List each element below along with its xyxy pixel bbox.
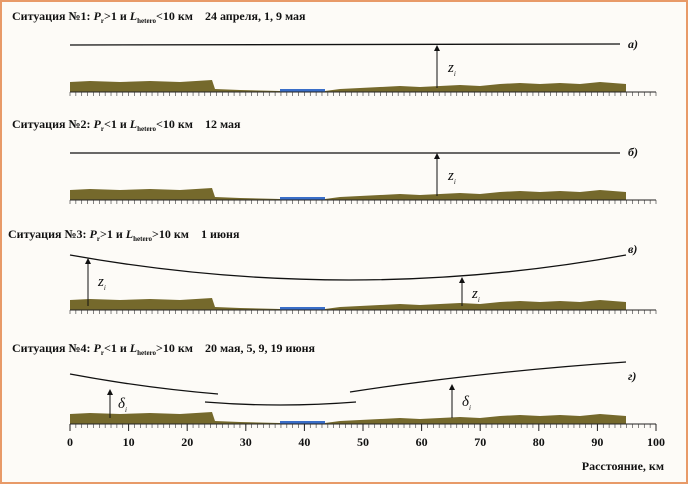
marker-symbol: z (97, 274, 104, 290)
title-part: r (101, 349, 104, 357)
title-part: r (97, 235, 100, 243)
title-part: Ситуация №3: (8, 227, 87, 241)
title-part: hetero (137, 125, 156, 133)
title-part: P (94, 341, 102, 355)
title-part: P (90, 227, 98, 241)
panel: Ситуация №2: Pr<1 и Lhetero<10 км 12 мая б… (12, 117, 657, 204)
marker-symbol: z (471, 286, 478, 302)
title-part: <1 и (104, 117, 127, 131)
tick-label: 100 (647, 435, 665, 449)
title-part: P (94, 117, 102, 131)
marker-symbol: δ (462, 394, 470, 410)
panel-title: Ситуация №1: Pr>1 и Lhetero<10 км 24 апре… (12, 9, 306, 25)
panel-title: Ситуация №4: Pr<1 и Lhetero>10 км 20 мая,… (12, 341, 316, 357)
profile-line (69, 254, 627, 281)
marker-label: zi (447, 168, 456, 186)
tick-label: 0 (67, 435, 73, 449)
tick-label: 50 (357, 435, 369, 449)
title-part: Ситуация №2: (12, 117, 91, 131)
profile-line (69, 43, 621, 46)
title-part: Ситуация №4: (12, 341, 91, 355)
panel: Ситуация №4: Pr<1 и Lhetero>10 км 20 мая,… (12, 341, 657, 428)
title-part: >10 км (156, 341, 193, 355)
tick-label: 90 (591, 435, 603, 449)
title-part: 1 июня (201, 227, 240, 241)
panel-letter: в) (628, 242, 637, 256)
title-part: <1 и (104, 341, 127, 355)
title-part: 12 мая (205, 117, 241, 131)
title-part: 20 мая, 5, 9, 19 июня (205, 341, 316, 355)
panel-letter: б) (628, 145, 638, 159)
title-part: >1 и (100, 227, 123, 241)
title-part: L (125, 227, 133, 241)
marker-sub: i (104, 284, 106, 292)
panel-letter: г) (628, 369, 636, 383)
tick-label: 70 (474, 435, 486, 449)
marker-symbol: δ (118, 396, 126, 412)
marker-sub: i (478, 296, 480, 304)
marker-sub: i (454, 178, 456, 186)
title-part: 24 апреля, 1, 9 мая (205, 9, 306, 23)
title-part: hetero (137, 17, 156, 25)
title-part: Ситуация №1: (12, 9, 91, 23)
panel-letter: а) (628, 37, 638, 51)
title-part: r (101, 125, 104, 133)
tick-label: 60 (416, 435, 428, 449)
marker-symbol: z (447, 168, 454, 184)
profile-line (69, 361, 627, 406)
axis-title: Расстояние, км (582, 459, 664, 473)
marker-sub: i (469, 404, 471, 412)
title-part: <10 км (156, 9, 193, 23)
title-part: >10 км (152, 227, 189, 241)
panel-title: Ситуация №3: Pr>1 и Lhetero>10 км 1 июня (8, 227, 240, 243)
title-part: L (129, 341, 137, 355)
title-part: P (94, 9, 102, 23)
marker-symbol: z (447, 60, 454, 76)
title-part: L (129, 9, 137, 23)
panel: Ситуация №1: Pr>1 и Lhetero<10 км 24 апре… (12, 9, 657, 96)
title-part: hetero (137, 349, 156, 357)
tick-label: 10 (123, 435, 135, 449)
marker-label: zi (471, 286, 480, 304)
title-part: L (129, 117, 137, 131)
title-part: >1 и (104, 9, 127, 23)
tick-label: 40 (298, 435, 310, 449)
panel-title: Ситуация №2: Pr<1 и Lhetero<10 км 12 мая (12, 117, 241, 133)
marker-label: zi (97, 274, 106, 292)
tick-label: 20 (181, 435, 193, 449)
tick-label: 80 (533, 435, 545, 449)
title-part: hetero (133, 235, 152, 243)
marker-sub: i (125, 406, 127, 414)
marker-label: δi (462, 394, 471, 412)
marker-label: δi (118, 396, 127, 414)
title-part: r (101, 17, 104, 25)
tick-label: 30 (240, 435, 252, 449)
panel: Ситуация №3: Pr>1 и Lhetero>10 км 1 июня в… (8, 227, 657, 314)
marker-sub: i (454, 70, 456, 78)
title-part: <10 км (156, 117, 193, 131)
marker-label: zi (447, 60, 456, 78)
